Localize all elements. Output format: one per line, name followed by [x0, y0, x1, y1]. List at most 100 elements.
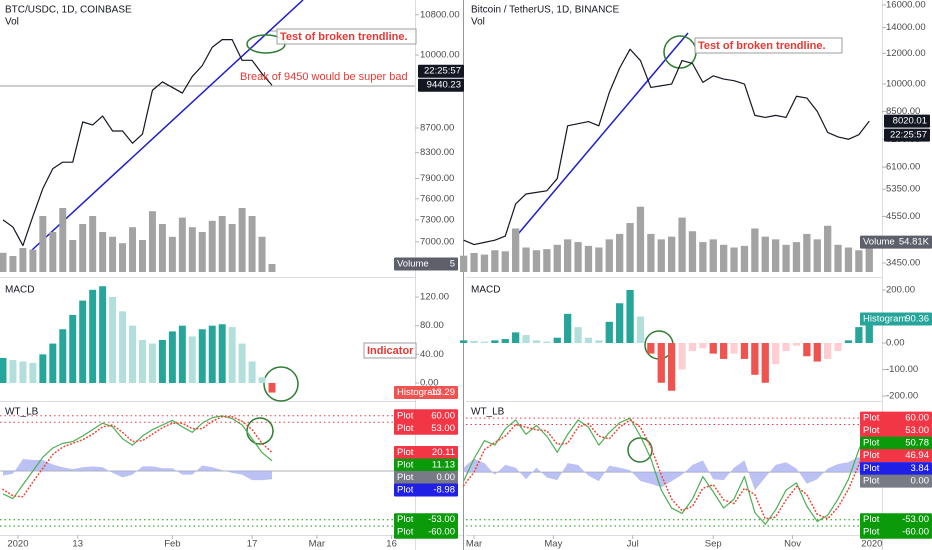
volume-bar: [813, 239, 821, 272]
price-tag-label: 8020.01: [893, 116, 927, 127]
histogram-bar: [647, 343, 655, 354]
histogram-bar: [699, 343, 707, 349]
pane-title: MACD: [471, 285, 500, 296]
volume-bar: [49, 232, 57, 272]
price-tag-name: Plot: [863, 450, 880, 461]
price-tag-label: 46.94: [905, 450, 929, 461]
histogram-bar: [69, 314, 77, 384]
price-tag: [418, 78, 464, 92]
histogram-bar: [0, 357, 7, 384]
histogram-bar: [532, 340, 541, 344]
price-tag: [394, 257, 458, 271]
histogram-bar: [119, 311, 127, 384]
x-tick-label: Jul: [627, 539, 639, 550]
price-tag-name: Plot: [863, 463, 880, 474]
volume-bar: [148, 211, 156, 272]
y-tick-label: 120.00: [420, 292, 449, 303]
volume-bar: [228, 224, 236, 272]
annotation: Test of broken trendline.: [698, 40, 826, 52]
volume-bar: [248, 216, 256, 272]
y-tick-label: 6100.00: [886, 162, 920, 173]
price-tag-label: 20.11: [432, 447, 455, 458]
histogram-bar: [803, 343, 811, 357]
y-tick-label: 5350.00: [886, 184, 920, 195]
volume-bar: [268, 264, 276, 272]
x-tick-label: Mar: [466, 539, 482, 550]
y-tick-label: 10800.00: [420, 9, 460, 20]
y-tick-label: 0.00: [886, 338, 905, 349]
volume-bar: [59, 208, 67, 272]
price-tag-label: -53.00: [902, 514, 929, 525]
volume-bar: [470, 252, 478, 272]
volume-bar: [543, 249, 551, 272]
price-tag: [884, 114, 930, 128]
histogram-bar: [813, 343, 821, 362]
price-tag-name: Plot: [397, 447, 414, 458]
volume-bar: [460, 255, 468, 272]
volume-bar: [491, 250, 499, 272]
y-tick-label: 4550.00: [886, 211, 920, 222]
histogram-bar: [480, 341, 489, 344]
volume-bar: [605, 239, 613, 272]
histogram-bar: [29, 362, 37, 384]
y-tick-label: 7300.00: [420, 214, 454, 225]
histogram-bar: [148, 343, 156, 384]
histogram-bar: [268, 383, 276, 393]
y-tick-label: 7600.00: [420, 193, 454, 204]
histogram-bar: [79, 300, 87, 384]
volume-bar: [824, 225, 832, 272]
y-tick-label: 0.00: [420, 378, 439, 389]
area: [463, 456, 870, 491]
price-tag: [860, 513, 932, 527]
y-tick-label: 16000.00: [886, 0, 926, 11]
volume-bar: [501, 251, 509, 272]
histogram-bar: [218, 324, 226, 384]
price-tag-label: 3.84: [911, 463, 930, 474]
annotation-box: [276, 28, 417, 45]
price-tag-name: Plot: [863, 413, 880, 424]
trendline: [512, 32, 689, 241]
volume-bar: [834, 244, 842, 272]
price-tag-name: Plot: [863, 527, 880, 538]
price-tag: [394, 525, 458, 539]
price-tag-name: Plot: [397, 472, 414, 483]
volume-bar: [480, 254, 489, 272]
price-tag: [860, 424, 932, 438]
volume-bar: [238, 208, 246, 272]
line: [2, 38, 273, 247]
price-tag-label: 5: [450, 259, 455, 270]
volume-bar: [709, 239, 717, 272]
price-tag: [394, 409, 458, 423]
volume-bar: [89, 216, 97, 272]
price-tag-label: 0.00: [911, 476, 930, 487]
histogram-bar: [158, 340, 166, 384]
volume-bar: [138, 240, 146, 272]
x-tick-label: 13: [72, 539, 83, 550]
histogram-bar: [564, 313, 572, 344]
x-tick-label: Nov: [784, 539, 801, 550]
volume-bar: [730, 247, 738, 272]
price-tag-name: Plot: [397, 514, 414, 525]
price-tag: [418, 64, 464, 78]
volume-bar: [688, 231, 697, 272]
volume-bar: [803, 233, 811, 272]
histogram-bar: [470, 340, 478, 344]
histogram-bar: [188, 336, 196, 384]
price-tag: [394, 421, 458, 435]
x-tick-label: Mar: [309, 539, 325, 550]
price-tag-name: Histogram: [397, 387, 440, 398]
histogram-bar: [228, 327, 236, 384]
line: [463, 417, 870, 525]
volume-bar: [626, 223, 634, 272]
y-tick-label: -100.00: [886, 364, 918, 375]
histogram-bar: [543, 341, 551, 344]
price-tag: [860, 411, 932, 425]
x-tick-label: 2020: [7, 539, 28, 550]
volume-bar: [158, 224, 166, 272]
y-tick-label: 14000.00: [886, 22, 926, 33]
histogram-bar: [208, 325, 216, 384]
y-tick-label: -200.00: [886, 391, 918, 402]
histogram-bar: [109, 296, 117, 384]
price-tag-name: Plot: [863, 476, 880, 487]
volume-bar: [29, 249, 37, 272]
